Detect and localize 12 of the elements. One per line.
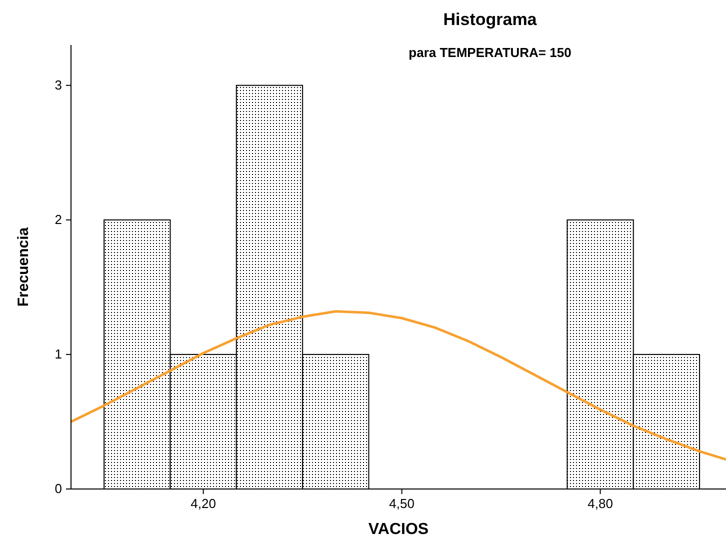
y-tick-label: 3 — [54, 77, 62, 92]
chart-subtitle: para TEMPERATURA= 150 — [408, 45, 572, 60]
y-tick-label: 0 — [54, 481, 62, 496]
y-tick-label: 2 — [54, 212, 62, 227]
x-tick-label: 4,20 — [190, 496, 216, 511]
line-series — [70, 310, 726, 461]
y-axis-title: Frecuencia — [15, 226, 32, 307]
x-tick-label: 4,80 — [588, 496, 613, 511]
y-tick-label: 1 — [54, 346, 62, 362]
chart-title: Histograma — [443, 10, 538, 29]
x-tick-label: 4,50 — [389, 496, 414, 511]
x-axis-title: VACIOS — [368, 521, 429, 538]
